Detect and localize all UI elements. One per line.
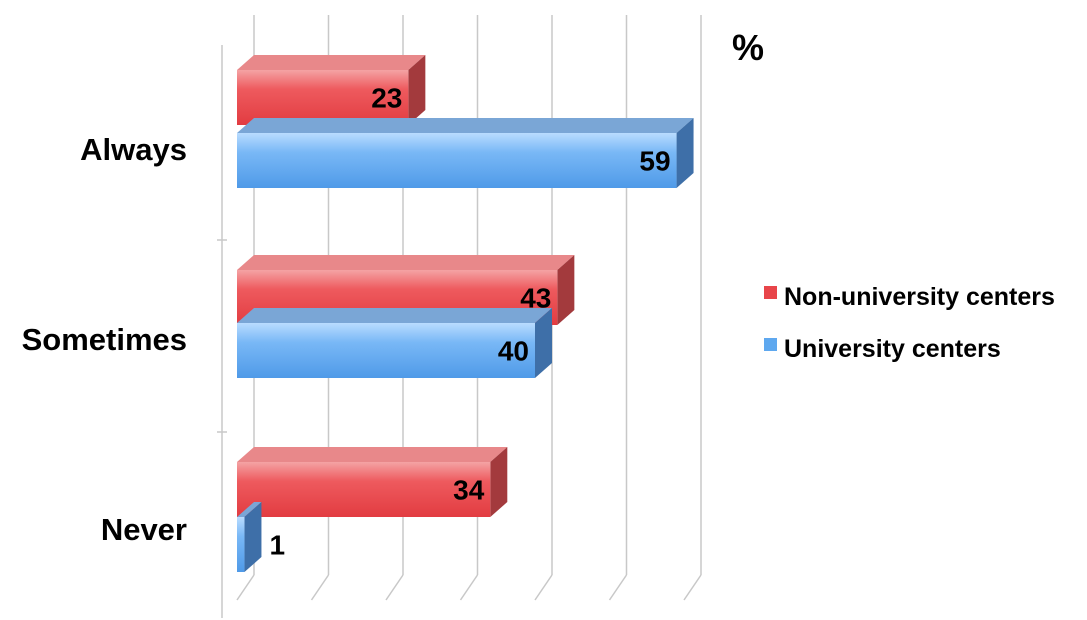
legend-label-university: University centers: [784, 335, 1001, 363]
gridline-floor: [385, 574, 404, 601]
bar-side-face: [244, 502, 262, 572]
bar-top-face: [237, 118, 694, 133]
category-label: Never: [101, 512, 187, 547]
bar: 1: [237, 502, 285, 572]
bar-front-face: [237, 70, 409, 125]
data-label: 59: [639, 146, 670, 177]
category-label: Sometimes: [22, 322, 187, 357]
bar: 40: [237, 308, 552, 378]
bar-top-face: [237, 502, 262, 517]
legend: Non-university centers University center…: [764, 283, 1055, 363]
gridline-floor: [683, 574, 702, 601]
legend-swatch-university: [764, 338, 777, 351]
bar-front-face: [237, 462, 491, 517]
data-label: 23: [371, 83, 402, 114]
bar-side-face: [490, 447, 508, 517]
category-labels: Always Sometimes Never: [22, 132, 187, 547]
gridline-floor: [534, 574, 553, 601]
bar: 23: [237, 55, 426, 125]
bar-top-face: [237, 308, 552, 323]
bar-top-face: [237, 447, 508, 462]
gridline-floor: [236, 574, 255, 601]
gridline-floor: [608, 574, 628, 601]
unit-label: %: [732, 27, 764, 68]
bar-top-face: [237, 255, 575, 270]
data-label: 1: [269, 530, 285, 561]
gridline-floor: [459, 574, 479, 601]
bar-front-face: [237, 133, 677, 188]
bar-front-face: [237, 323, 535, 378]
bar: 34: [237, 447, 508, 517]
category-label: Always: [80, 132, 187, 167]
gridline-floor: [310, 574, 330, 601]
data-label: 34: [453, 475, 485, 506]
bar-side-face: [557, 255, 575, 325]
bar-side-face: [408, 55, 426, 125]
legend-swatch-non-university: [764, 286, 777, 299]
bar-front-face: [237, 517, 245, 572]
bar: 59: [237, 118, 694, 188]
data-label: 40: [498, 336, 529, 367]
legend-label-non-university: Non-university centers: [784, 283, 1055, 311]
bar-side-face: [535, 308, 552, 378]
bar-top-face: [237, 55, 426, 70]
bar-side-face: [676, 118, 694, 188]
